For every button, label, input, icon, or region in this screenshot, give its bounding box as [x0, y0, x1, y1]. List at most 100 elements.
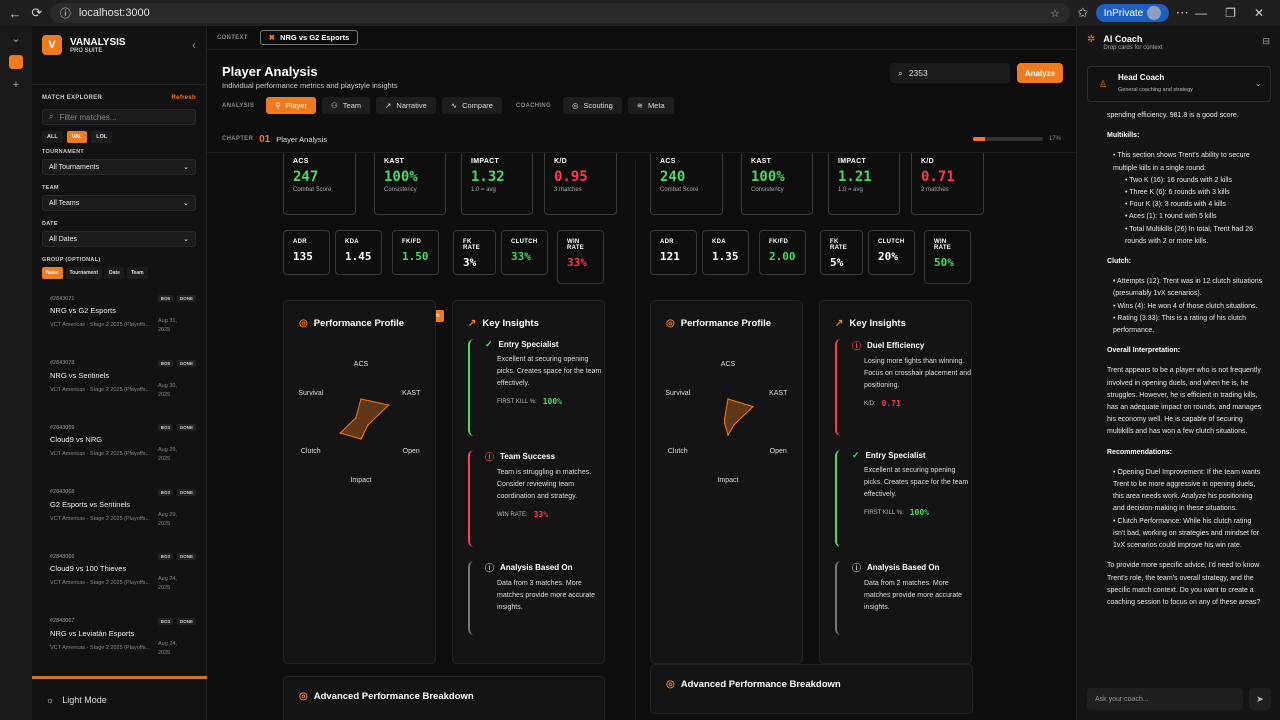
match-item[interactable]: #2843069 BO3 DONE Cloud9 vs NRG VCT Americ…: [32, 418, 206, 483]
maximize-icon[interactable]: ❐: [1225, 6, 1236, 20]
chat-line: • Four K (3): 3 rounds with 4 kills: [1125, 201, 1226, 209]
key-insights-card[interactable]: ↗ Key Insights ⓘ Duel Efficiency Losing more…: [819, 300, 972, 664]
performance-profile-card[interactable]: ◎ Performance Profile ACS KAST Open Impact Clu…: [650, 300, 803, 664]
match-item[interactable]: #2843066 BO3 DONE Cloud9 vs 100 Thieves VC…: [32, 547, 206, 612]
match-title: Cloud9 vs NRG: [50, 435, 103, 444]
key-insights-card[interactable]: ↗ Key Insights ✓ Entry Specialist Excellent …: [452, 300, 605, 664]
tab-label: Compare: [462, 101, 493, 110]
group-chip-team[interactable]: Team: [126, 267, 148, 279]
tab-compare[interactable]: ∿ Compare: [441, 97, 502, 114]
bo-badge: BO3: [157, 553, 173, 560]
expand-panel-icon[interactable]: ⊟: [1262, 36, 1270, 46]
close-window-icon[interactable]: ✕: [1253, 6, 1264, 20]
light-mode-toggle[interactable]: ☼ Light Mode: [32, 676, 207, 720]
back-icon[interactable]: ←: [8, 5, 22, 21]
filter-placeholder: Filter matches...: [59, 112, 117, 122]
chat-heading: Clutch:: [1107, 258, 1132, 266]
group-chip-none[interactable]: None: [42, 267, 63, 279]
brand-name: VANALYSIS: [70, 36, 126, 48]
metric-value: 33%: [533, 510, 549, 519]
coach-selector[interactable]: ♙ Head Coach General coaching and strate…: [1087, 66, 1271, 102]
date-label: DATE: [42, 221, 58, 227]
advanced-breakdown-card[interactable]: ◎ Advanced Performance Breakdown: [650, 664, 973, 714]
radar-point: [360, 438, 362, 440]
date-select[interactable]: All Dates ⌄: [42, 231, 196, 247]
match-item[interactable]: #2843078 BO5 DONE NRG vs Sentinels VCT Ame…: [32, 354, 206, 419]
insight-title: Analysis Based On: [867, 563, 940, 572]
chat-line: To provide more specific advice, I'd nee…: [1107, 562, 1261, 606]
tab-scouting[interactable]: ◎ Scouting: [563, 97, 622, 114]
player-search-input[interactable]: ⌕ 2353: [890, 63, 1010, 83]
chat-heading: Recommendations:: [1107, 448, 1172, 456]
stat-label: ADR: [660, 239, 674, 245]
stat-card-kast: KAST 100% Consistency: [374, 153, 446, 215]
insight-metric: K/D: 0.71: [852, 399, 972, 408]
ask-coach-input[interactable]: Ask your coach...: [1087, 688, 1243, 710]
minimize-icon[interactable]: —: [1195, 6, 1208, 20]
match-date: Aug 29, 2025: [158, 511, 177, 527]
match-item[interactable]: #2843068 BO3 DONE G2 Esports vs Sentinels …: [32, 483, 206, 548]
team-select[interactable]: All Teams ⌄: [42, 195, 196, 211]
chat-line: • Three K (6): 6 rounds with 3 kills: [1125, 189, 1230, 197]
advanced-breakdown-card[interactable]: ◎ Advanced Performance Breakdown: [283, 676, 605, 720]
metric-label: WIN RATE:: [497, 511, 528, 518]
target-icon: ◎: [666, 318, 675, 329]
group-chip-date[interactable]: Date: [105, 267, 124, 279]
brand-logo: V: [42, 35, 62, 55]
radar-axis-label: Open: [403, 448, 420, 455]
context-pill[interactable]: ✖ NRG vs G2 Esports: [259, 30, 359, 45]
game-chip-all[interactable]: ALL: [42, 131, 63, 143]
tab-meta[interactable]: ≋ Meta: [627, 97, 674, 114]
insight-title: Duel Efficiency: [867, 341, 925, 350]
tab-narrative[interactable]: ↗ Narrative: [376, 97, 436, 114]
tab-team[interactable]: ⚇ Team: [321, 97, 371, 114]
radar-point: [387, 404, 390, 406]
refresh-link[interactable]: Refresh: [171, 95, 196, 101]
tournament-select[interactable]: All Tournaments ⌄: [42, 159, 196, 175]
stat-value: 1.32: [471, 169, 505, 185]
add-tab-icon[interactable]: +: [12, 79, 20, 91]
radar-point: [733, 423, 736, 426]
address-bar[interactable]: ⓘ localhost:3000 ☆: [49, 3, 1070, 23]
game-chip-lol[interactable]: LOL: [91, 131, 113, 143]
ai-coach-subtitle: Drop cards for context: [1103, 45, 1163, 51]
stat-sub: Consistency: [751, 187, 784, 193]
tab-player[interactable]: ⚲ Player: [266, 97, 316, 114]
performance-profile-card[interactable]: ◎ Performance Profile ACS KAST Open Impact Clu…: [283, 300, 436, 664]
tab-label: Player: [285, 101, 307, 110]
send-icon[interactable]: ➤: [1249, 688, 1271, 710]
reload-icon[interactable]: ⟳: [31, 5, 43, 20]
tournament-label: TOURNAMENT: [42, 149, 85, 155]
analyze-button[interactable]: Analyze: [1017, 63, 1063, 83]
info-circle-icon: ⓘ: [485, 563, 495, 573]
group-chip-tournament[interactable]: Tournament: [65, 267, 103, 279]
stat-sub: Consistency: [384, 187, 417, 193]
radar-point: [339, 432, 342, 434]
match-item[interactable]: #2843071 BO5 DONE NRG vs G2 Esports VCT Am…: [32, 289, 206, 354]
context-value: NRG vs G2 Esports: [280, 33, 350, 42]
collapse-sidebar-icon[interactable]: ‹: [192, 38, 196, 52]
chevron-down-icon[interactable]: ⌄: [11, 33, 21, 45]
chat-line: spending efficiency. 981.8 is a good sco…: [1107, 112, 1239, 119]
match-event: VCT Americas - Stage 2 2025 (Playoffs...: [50, 515, 151, 522]
advanced-breakdown-title: ◎ Advanced Performance Breakdown: [299, 691, 474, 702]
analysis-tabs: ANALYSIS ⚲ Player ⚇ Team ↗ Narrative ∿ Compa…: [222, 97, 674, 114]
stat-label: FK/FD: [769, 239, 789, 245]
insight-title: Team Success: [500, 452, 556, 461]
favorites-icon[interactable]: ✩: [1077, 5, 1089, 20]
inprivate-badge[interactable]: InPrivate: [1095, 4, 1170, 22]
filter-matches-input[interactable]: ⌕ Filter matches...: [42, 109, 196, 125]
target-icon: ◎: [299, 691, 308, 702]
insight-body: Team is struggling in matches. Consider …: [497, 469, 592, 500]
match-date: Aug 31, 2025: [158, 318, 177, 333]
card-title-text: Advanced Performance Breakdown: [313, 691, 474, 702]
app-tab-icon[interactable]: [9, 55, 23, 69]
favorite-star-icon[interactable]: ☆: [1049, 7, 1060, 20]
match-item[interactable]: #2843067 BO3 DONE NRG vs Leviatán Esports …: [32, 612, 206, 677]
game-chip-val[interactable]: VAL: [66, 131, 88, 143]
coach-icon: ♙: [1099, 79, 1108, 89]
status-badge: DONE: [176, 359, 196, 367]
stat-label: FK RATE: [830, 239, 848, 251]
more-options-icon[interactable]: ⋯: [1175, 5, 1189, 20]
target-icon: ◎: [572, 101, 579, 110]
